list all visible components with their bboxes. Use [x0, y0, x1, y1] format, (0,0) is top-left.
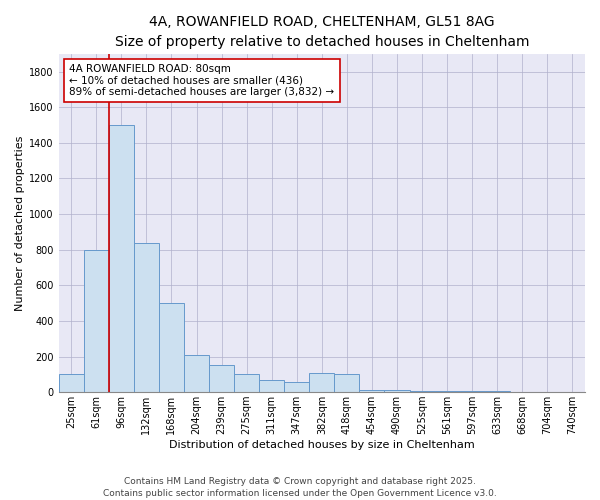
Bar: [334, 374, 359, 392]
Bar: [184, 355, 209, 392]
Bar: [434, 390, 460, 392]
Bar: [234, 374, 259, 392]
Bar: [159, 303, 184, 392]
Bar: [284, 382, 309, 392]
Bar: [385, 390, 410, 392]
Bar: [134, 242, 159, 392]
Bar: [59, 374, 84, 392]
Bar: [309, 372, 334, 392]
Text: Contains HM Land Registry data © Crown copyright and database right 2025.
Contai: Contains HM Land Registry data © Crown c…: [103, 476, 497, 498]
Bar: [209, 366, 234, 392]
X-axis label: Distribution of detached houses by size in Cheltenham: Distribution of detached houses by size …: [169, 440, 475, 450]
Text: 4A ROWANFIELD ROAD: 80sqm
← 10% of detached houses are smaller (436)
89% of semi: 4A ROWANFIELD ROAD: 80sqm ← 10% of detac…: [69, 64, 334, 97]
Bar: [84, 250, 109, 392]
Bar: [410, 390, 434, 392]
Title: 4A, ROWANFIELD ROAD, CHELTENHAM, GL51 8AG
Size of property relative to detached : 4A, ROWANFIELD ROAD, CHELTENHAM, GL51 8A…: [115, 15, 529, 48]
Bar: [109, 125, 134, 392]
Bar: [259, 380, 284, 392]
Y-axis label: Number of detached properties: Number of detached properties: [15, 136, 25, 310]
Bar: [359, 390, 385, 392]
